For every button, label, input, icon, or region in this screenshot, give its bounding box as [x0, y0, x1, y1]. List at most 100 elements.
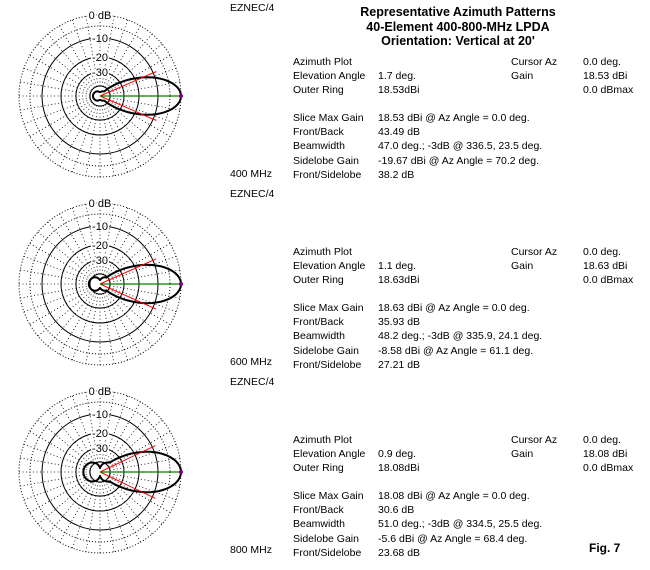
- grid-radial: [23, 67, 91, 93]
- beamwidth-line: [99, 471, 156, 499]
- grid-radial: [59, 213, 96, 276]
- grid-radial: [47, 291, 94, 347]
- grid-radial: [29, 431, 92, 468]
- stat-label: Front/Back: [293, 316, 344, 329]
- grid-radial: [101, 16, 115, 87]
- grid-radial: [85, 293, 99, 364]
- cursor-az-label: Cursor Az: [511, 56, 558, 68]
- field-label: Azimuth Plot: [293, 246, 352, 258]
- grid-radial: [37, 231, 93, 278]
- ring-tick-label: 0 dB: [89, 386, 112, 398]
- cursor-marker: [179, 94, 183, 98]
- cursor-marker: [179, 282, 183, 286]
- grid-radial: [59, 480, 96, 543]
- grid-radial: [23, 99, 91, 125]
- grid-radial: [85, 204, 99, 275]
- grid-radial: [47, 479, 94, 535]
- stat-value: 23.68 dB: [378, 546, 421, 559]
- ring-tick-label: -10: [92, 221, 108, 233]
- grid-radial: [29, 288, 92, 325]
- stat-value: -8.58 dBi @ Az Angle = 61.1 deg.: [378, 344, 534, 357]
- grid-radial: [59, 401, 96, 464]
- grid-radial: [37, 419, 93, 466]
- grid-radial: [20, 81, 91, 95]
- field-label: Elevation Angle: [293, 70, 366, 83]
- grid-radial: [71, 395, 97, 463]
- grid-radial: [104, 104, 141, 167]
- grid-radial: [108, 288, 171, 325]
- grid-radial: [109, 81, 180, 95]
- gain-label: Gain: [511, 70, 534, 83]
- grid-radial: [23, 443, 91, 469]
- gain-max-value: 0.0 dBmax: [583, 462, 634, 475]
- grid-radial: [101, 105, 115, 176]
- grid-radial: [104, 25, 141, 88]
- figure-label: Fig. 7: [589, 541, 621, 555]
- grid-radial: [107, 231, 163, 278]
- stat-label: Beamwidth: [293, 330, 345, 343]
- stat-value: 27.21 dB: [378, 358, 421, 371]
- grid-radial: [108, 243, 171, 280]
- stat-label: Sidelobe Gain: [293, 344, 359, 357]
- ring-tick-label: -20: [92, 428, 108, 440]
- beamwidth-line: [99, 283, 157, 310]
- grid-radial: [108, 476, 171, 513]
- field-value: 18.08dBi: [378, 462, 420, 475]
- stat-label: Front/Back: [293, 126, 344, 139]
- grid-radial: [109, 287, 177, 313]
- grid-radial: [101, 481, 115, 552]
- field-label: Elevation Angle: [293, 260, 366, 273]
- stat-label: Front/Back: [293, 504, 344, 517]
- grid-radial: [106, 291, 153, 347]
- grid-radial: [85, 481, 99, 552]
- pattern-panel: 0 dB -10 -20 -30 600 MHz EZNEC/4 Azimuth Plot E…: [0, 190, 650, 388]
- grid-radial: [23, 255, 91, 281]
- stat-label: Front/Sidelobe: [293, 358, 362, 371]
- field-value: 18.53dBi: [378, 84, 420, 97]
- stat-value: 30.6 dB: [378, 504, 415, 517]
- pattern-panel: 0 dB -10 -20 -30 800 MHz Azimuth Plot Elevatio…: [0, 378, 650, 568]
- ring-tick-label: 0 dB: [89, 10, 112, 22]
- ring-tick-label: -30: [92, 67, 108, 79]
- grid-radial: [107, 419, 163, 466]
- grid-radial: [107, 478, 163, 525]
- pattern-curve: [87, 263, 183, 305]
- grid-radial: [103, 19, 129, 87]
- grid-radial: [29, 476, 92, 513]
- grid-radial: [107, 102, 163, 149]
- grid-radial: [23, 475, 91, 501]
- field-label: Azimuth Plot: [293, 434, 352, 446]
- grid-radial: [59, 25, 96, 88]
- stat-value: 18.08 dBi @ Az Angle = 0.0 deg.: [378, 490, 530, 502]
- beamwidth-line: [99, 95, 157, 121]
- cursor-az-label: Cursor Az: [511, 246, 558, 258]
- stat-label: Front/Sidelobe: [293, 546, 362, 559]
- stat-value: 18.63 dBi @ Az Angle = 0.0 deg.: [378, 302, 530, 314]
- grid-radial: [109, 473, 180, 487]
- beamwidth-line: [99, 445, 156, 473]
- gain-max-value: 0.0 dBmax: [583, 274, 634, 287]
- ring-tick-label: -30: [92, 255, 108, 267]
- polar-plot: 0 dB -10 -20 -30: [18, 385, 183, 554]
- grid-radial: [37, 102, 93, 149]
- ring-tick-label: 0 dB: [89, 198, 112, 210]
- polar-plot: 0 dB -10 -20 -30: [18, 197, 183, 366]
- grid-radial: [107, 43, 163, 90]
- grid-radial: [108, 431, 171, 468]
- grid-radial: [47, 103, 94, 159]
- grid-radial: [106, 479, 153, 535]
- stat-value: 35.93 dB: [378, 316, 421, 329]
- grid-radial: [109, 67, 177, 93]
- grid-radial: [37, 478, 93, 525]
- ring-tick-label: -30: [92, 443, 108, 455]
- field-label: Outer Ring: [293, 462, 344, 475]
- cursor-az-value: 0.0 deg.: [583, 434, 621, 446]
- ring-tick-label: -20: [92, 52, 108, 64]
- grid-radial: [109, 285, 180, 299]
- grid-radial: [103, 105, 129, 173]
- grid-radial: [103, 207, 129, 275]
- grid-radial: [104, 292, 141, 355]
- grid-radial: [59, 292, 96, 355]
- grid-radial: [106, 221, 153, 277]
- beamwidth-line: [99, 71, 157, 97]
